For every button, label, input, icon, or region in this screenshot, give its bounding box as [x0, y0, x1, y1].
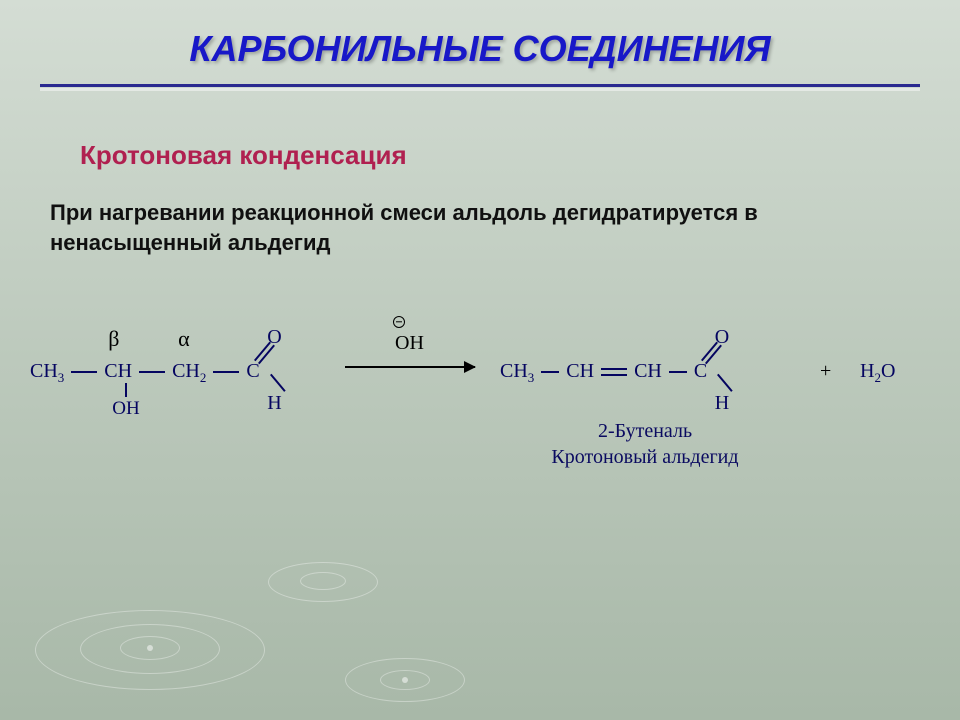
reaction-arrow: OH [345, 366, 475, 368]
atom-ch3: CH3 [30, 360, 64, 386]
bond-icon [270, 374, 286, 392]
aldehyde-group: C O H [246, 360, 259, 383]
atom-ch3: CH3 [500, 360, 534, 386]
product-name-1: 2-Бутеналь [560, 420, 730, 443]
bond-icon [139, 371, 165, 373]
bond-icon [125, 383, 127, 397]
reagent-label: OH [395, 332, 424, 355]
decoration-ripple [345, 658, 465, 702]
atom-ch-beta: CH β OH [104, 360, 132, 383]
double-bond-icon [601, 368, 627, 376]
description-text: При нагревании реакционной смеси альдоль… [50, 198, 880, 257]
section-heading: Кротоновая конденсация [80, 140, 407, 171]
page-title: КАРБОНИЛЬНЫЕ СОЕДИНЕНИЯ [0, 28, 960, 70]
decoration-ripple [35, 610, 265, 690]
bond-icon [541, 371, 559, 373]
oh-substituent: OH [112, 382, 139, 420]
product-name-2: Кротоновый альдегид [510, 446, 780, 469]
byproduct-h2o: H2O [860, 360, 895, 386]
bond-icon [717, 374, 733, 392]
beta-label: β [108, 326, 119, 352]
atom-ch: CH [566, 360, 594, 383]
bond-icon [71, 371, 97, 373]
atom-ch2-alpha: CH2 α [172, 360, 206, 386]
bond-icon [669, 371, 687, 373]
product-molecule: CH3 CH CH C O H [500, 360, 707, 386]
reaction-scheme: CH3 CH β OH CH2 α C O H OH [30, 320, 930, 520]
bond-icon [213, 371, 239, 373]
atom-ch: CH [634, 360, 662, 383]
minus-charge-icon [393, 316, 405, 328]
arrow-icon [345, 366, 475, 368]
decoration-ripple [268, 562, 378, 602]
plus-sign: + [820, 360, 831, 383]
aldehyde-group: C O H [694, 360, 707, 383]
alpha-label: α [178, 326, 190, 352]
reactant-molecule: CH3 CH β OH CH2 α C O H [30, 360, 260, 386]
title-underline [40, 84, 920, 87]
